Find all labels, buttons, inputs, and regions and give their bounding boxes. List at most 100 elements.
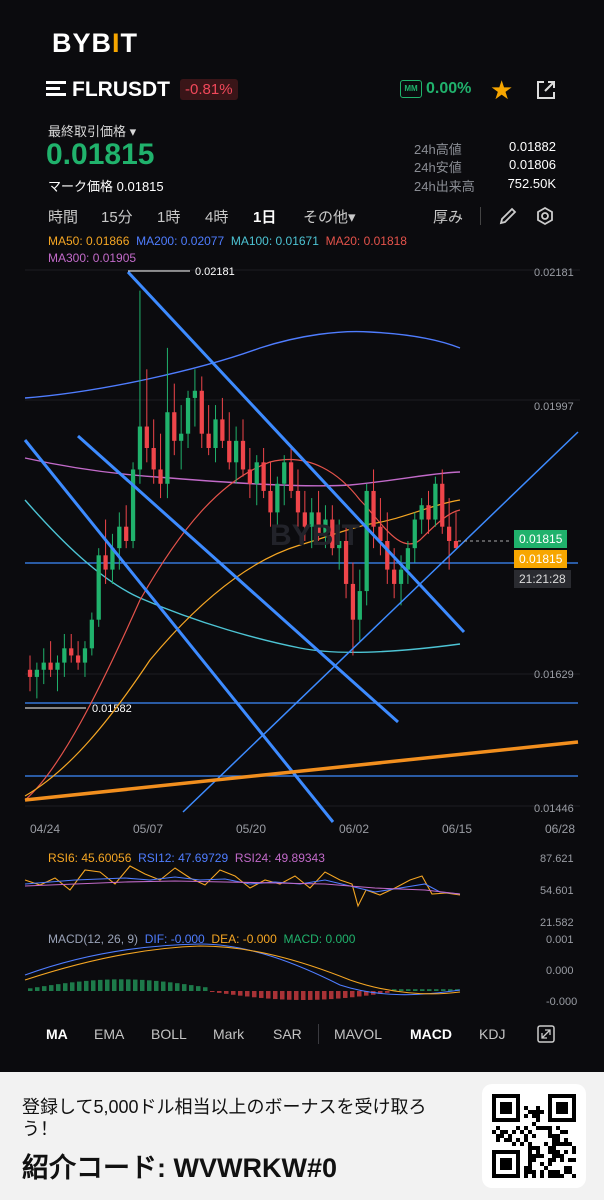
macd-bar	[420, 989, 425, 991]
candle-body	[433, 483, 438, 520]
candle-body	[302, 512, 307, 527]
candle-body	[330, 519, 335, 549]
ma-legend-line-2: MA300: 0.01905	[48, 251, 136, 265]
x-tick: 05/20	[236, 822, 266, 836]
pencil-icon[interactable]	[498, 206, 518, 226]
last-price-label[interactable]: 最終取引価格 ▾	[48, 124, 137, 139]
price-chart[interactable]: 0.02181 0.01582 BYBIT 0.02181 0.01997 0.…	[0, 0, 604, 1020]
macd-bar	[126, 979, 131, 991]
ma200-label: MA200: 0.02077	[136, 234, 225, 248]
candle-body	[343, 541, 349, 584]
candle-body	[227, 440, 232, 463]
tab-ma[interactable]: MA	[46, 1026, 68, 1042]
macd-bar	[441, 989, 446, 991]
rsi24-label: RSI24: 49.89343	[234, 851, 325, 865]
tf-15m[interactable]: 15分	[101, 209, 133, 226]
candle-body	[323, 519, 328, 534]
macd-bar	[280, 991, 285, 1000]
menu-icon[interactable]	[46, 81, 66, 99]
macd-bar	[77, 981, 82, 991]
ma20-label: MA20: 0.01818	[325, 234, 407, 248]
change-badge: -0.81%	[180, 79, 238, 100]
macd-bar	[133, 979, 138, 991]
macd-bar	[343, 991, 348, 998]
macd-bar	[448, 989, 453, 991]
macd-bar	[252, 991, 257, 998]
x-tick: 06/28	[545, 822, 575, 836]
share-icon[interactable]	[534, 78, 558, 102]
macd-bar	[266, 991, 271, 999]
macd-bar	[322, 991, 327, 1000]
tab-ema[interactable]: EMA	[94, 1026, 125, 1042]
tab-macd[interactable]: MACD	[410, 1026, 452, 1042]
macd-value-label: MACD: 0.000	[283, 932, 356, 946]
last-price-tag: 0.01815	[514, 530, 568, 548]
tab-mark[interactable]: Mark	[213, 1026, 245, 1042]
candle-body	[453, 541, 459, 549]
trendline-2[interactable]	[77, 434, 399, 724]
trendline-3[interactable]	[23, 439, 335, 823]
ma100-label: MA100: 0.01671	[230, 234, 319, 248]
macd-bar	[245, 991, 250, 997]
macd-bar	[28, 988, 33, 991]
expand-icon[interactable]	[536, 1024, 556, 1044]
macd-bar	[35, 987, 40, 991]
candle-body	[96, 555, 101, 620]
tab-kdj[interactable]: KDJ	[479, 1026, 506, 1042]
referral-banner[interactable]: 登録して5,000ドル相当以上のボーナスを受け取ろう！ 紹介コード: WVWRK…	[0, 1072, 604, 1200]
candle-body	[316, 512, 321, 534]
macd-bar	[427, 989, 432, 991]
tf-4h[interactable]: 4時	[205, 209, 229, 226]
macd-bar	[378, 991, 383, 994]
ma100-line	[24, 499, 461, 654]
trendline-4[interactable]	[182, 431, 579, 813]
tf-1d[interactable]: 1日	[253, 209, 277, 226]
macd-bar	[63, 983, 68, 991]
candle-body	[357, 591, 362, 620]
pair-symbol[interactable]: FLRUSDT	[72, 78, 170, 101]
macd-tick: 0.001	[546, 934, 574, 946]
candle-body	[392, 569, 397, 584]
qr-code-icon[interactable]	[482, 1084, 586, 1188]
macd-bar	[56, 984, 61, 991]
indicator-tabs: MA EMA BOLL Mark SAR MAVOL MACD KDJ	[0, 1024, 604, 1046]
tab-boll[interactable]: BOLL	[151, 1026, 187, 1042]
candle-body	[419, 505, 424, 520]
candle-body	[75, 655, 81, 663]
macd-legend: MACD(12, 26, 9) DIF: -0.000 DEA: -0.000 …	[48, 932, 355, 946]
settings-icon[interactable]	[535, 206, 555, 226]
tab-sar[interactable]: SAR	[273, 1026, 302, 1042]
divider	[480, 207, 481, 225]
macd-histogram	[28, 979, 460, 1000]
low-marker-label: 0.01582	[92, 703, 132, 715]
stat-low: 24h安値 0.01806	[414, 157, 556, 175]
candle-body	[405, 548, 411, 570]
macd-bar	[329, 991, 334, 1000]
macd-bar	[301, 991, 306, 1000]
depth-tab[interactable]: 厚み	[433, 209, 464, 226]
macd-bar	[210, 991, 215, 992]
macd-bar	[357, 991, 362, 997]
macd-bar	[308, 991, 313, 1000]
favorite-star-icon[interactable]: ★	[490, 75, 514, 105]
macd-bar	[385, 991, 390, 993]
candle-body	[82, 648, 88, 663]
y-tick: 0.02181	[534, 267, 574, 279]
macd-bar	[196, 986, 201, 991]
candle-body	[378, 526, 383, 541]
trendline-1[interactable]	[126, 270, 466, 634]
timeframe-bar: 時間 15分 1時 4時 1日 その他▾ 厚み	[0, 206, 604, 228]
support-line[interactable]	[24, 740, 579, 802]
divider	[318, 1024, 319, 1044]
watermark-logo: BYBIT	[270, 519, 360, 552]
candle-body	[34, 669, 40, 677]
tf-time[interactable]: 時間	[48, 209, 79, 226]
ma50-line	[24, 499, 461, 797]
tab-mavol[interactable]: MAVOL	[334, 1026, 382, 1042]
macd-bar	[98, 979, 103, 991]
candles	[27, 290, 459, 699]
tf-more[interactable]: その他▾	[303, 209, 356, 226]
tf-1h[interactable]: 1時	[157, 209, 181, 226]
macd-bar	[154, 980, 159, 991]
mm-icon[interactable]: MM	[400, 80, 422, 98]
